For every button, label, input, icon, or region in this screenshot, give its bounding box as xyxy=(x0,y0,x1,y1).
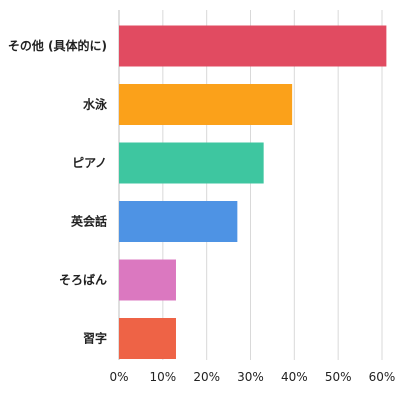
bar xyxy=(119,84,293,125)
x-tick-label: 60% xyxy=(369,370,396,384)
x-tick-label: 50% xyxy=(325,370,352,384)
bar xyxy=(119,259,176,301)
category-label: その他 (具体的に) xyxy=(8,38,107,53)
x-tick-label: 20% xyxy=(193,370,220,384)
bar xyxy=(119,142,264,184)
bar xyxy=(119,25,387,67)
grid-layer xyxy=(118,10,383,360)
category-label: ピアノ xyxy=(72,156,107,170)
bar-layer xyxy=(119,25,387,359)
x-tick-label: 0% xyxy=(109,370,128,384)
category-label: 習字 xyxy=(83,331,107,346)
x-tick-label: 30% xyxy=(237,370,264,384)
x-axis-ticks: 0% 10% 20% 30% 40% 50% 60% xyxy=(109,370,395,384)
category-label: 水泳 xyxy=(83,97,108,112)
bar xyxy=(119,318,176,359)
category-label: そろばん xyxy=(59,272,107,287)
x-tick-label: 40% xyxy=(281,370,308,384)
x-tick-label: 10% xyxy=(149,370,176,384)
bar xyxy=(119,201,238,242)
category-label: 英会話 xyxy=(71,214,107,229)
